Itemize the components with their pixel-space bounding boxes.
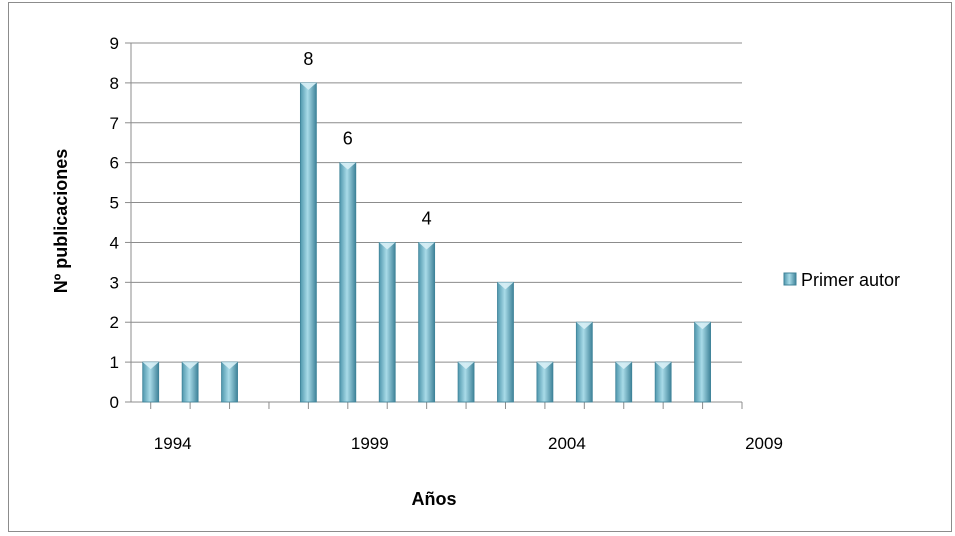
y-axis-title: Nº publicaciones: [51, 149, 71, 294]
bar-body-1999: [339, 162, 357, 403]
bar-1995: [181, 361, 199, 403]
y-tick-label-7: 7: [110, 114, 119, 133]
y-tick-label-4: 4: [110, 233, 119, 252]
bar-cap-2005: [576, 322, 593, 330]
x-tick-label-2009: 2009: [745, 434, 783, 453]
bar-2001: [418, 242, 436, 403]
y-tick-label-2: 2: [110, 313, 119, 332]
bar-cap-2002: [458, 362, 475, 370]
bar-cap-2006: [615, 362, 632, 370]
x-axis-title: Años: [412, 489, 457, 509]
bar-cap-1996: [221, 362, 238, 370]
bar-cap-1994: [142, 362, 159, 370]
y-tick-label-9: 9: [110, 34, 119, 53]
bar-body-2001: [418, 242, 436, 403]
bar-cap-2004: [536, 362, 553, 370]
legend-label: Primer autor: [801, 270, 900, 290]
bar-1994: [142, 361, 160, 403]
chart-frame: 0 1 2 3 4 5 6 7 8 9 1994 1999 2004 2009 8 6 4 Nº publica…: [8, 2, 952, 532]
bar-body-2008: [694, 321, 711, 403]
bar-2006: [615, 361, 633, 403]
y-tick-label-5: 5: [110, 194, 119, 213]
bar-cap-1995: [182, 362, 199, 370]
y-tick-label-6: 6: [110, 154, 119, 173]
data-label-2001: 4: [422, 208, 432, 228]
bar-2000: [378, 242, 396, 403]
labels: 0 1 2 3 4 5 6 7 8 9 1994 1999 2004 2009 8 6 4: [110, 34, 783, 453]
bar-2005: [575, 321, 593, 403]
data-label-1999: 6: [343, 129, 353, 149]
bar-cap-2001: [418, 242, 435, 250]
bar-2002: [457, 361, 475, 403]
bar-2003: [497, 281, 514, 403]
bar-cap-1999: [339, 162, 356, 170]
y-tick-label-1: 1: [110, 353, 119, 372]
gridlines: [131, 42, 742, 363]
y-tick-label-0: 0: [110, 393, 119, 412]
data-label-1998: 8: [303, 49, 313, 69]
bar-1998: [299, 82, 317, 403]
legend-swatch: [783, 272, 797, 286]
bar-1996: [221, 361, 238, 403]
bar-2008: [694, 321, 711, 403]
bar-1999: [339, 162, 357, 403]
bar-body-2003: [497, 281, 514, 403]
bar-cap-2007: [655, 362, 672, 370]
bars: [142, 82, 711, 403]
bar-cap-2008: [694, 322, 711, 330]
bar-body-1998: [299, 82, 317, 403]
bar-cap-2003: [497, 282, 514, 290]
bar-cap-1998: [300, 82, 317, 90]
bar-2004: [536, 361, 554, 403]
bar-cap-2000: [379, 242, 396, 250]
bar-chart: 0 1 2 3 4 5 6 7 8 9 1994 1999 2004 2009 8 6 4 Nº publica…: [51, 34, 900, 509]
x-tick-label-2004: 2004: [548, 434, 586, 453]
bar-2007: [654, 361, 672, 403]
x-tick-label-1994: 1994: [154, 434, 192, 453]
legend: Primer autor: [783, 270, 900, 290]
y-tick-label-3: 3: [110, 273, 119, 292]
bar-body-2000: [378, 242, 396, 403]
bar-body-2005: [575, 321, 593, 403]
x-tick-label-1999: 1999: [351, 434, 389, 453]
y-tick-label-8: 8: [110, 74, 119, 93]
